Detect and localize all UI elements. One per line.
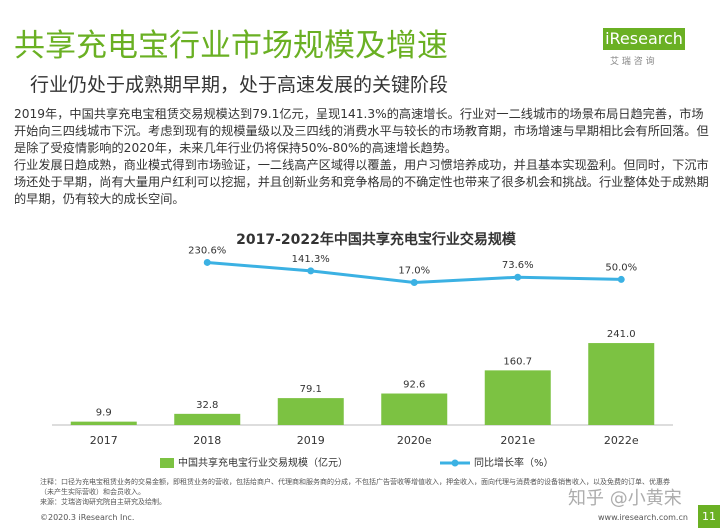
x-tick-label: 2018 [193, 434, 221, 447]
url: www.iresearch.com.cn [598, 513, 688, 522]
data-label: 9.9 [96, 408, 112, 419]
watermark: 知乎 @小黄宋 [568, 488, 682, 509]
logo-sub: 艾 瑞 咨 询 [610, 57, 655, 67]
data-label: 241.0 [607, 329, 636, 340]
paragraph: 2019年，中国共享充电宝租赁交易规模达到79.1亿元，呈现141.3%的高速增… [14, 107, 709, 155]
data-label: 50.0% [605, 262, 637, 273]
data-label: 17.0% [398, 266, 430, 277]
data-label: 230.6% [188, 245, 226, 256]
x-tick-label: 2022e [604, 434, 639, 447]
data-label: 79.1 [300, 384, 322, 395]
point [514, 273, 522, 281]
point [410, 279, 418, 287]
x-tick-label: 2021e [500, 434, 535, 447]
title: 共享充电宝行业市场规模及增速 [14, 28, 448, 64]
data-label: 73.6% [502, 260, 534, 271]
notes: 注释：口径为充电宝租赁业务的交易金额，即租赁业务的营收，包括给商户、代理商和服务… [40, 477, 680, 507]
point [203, 258, 211, 266]
note: 来源：艾瑞咨询研究院自主研究及绘制。 [40, 498, 166, 506]
legend-swatch [451, 459, 459, 467]
data-label: 141.3% [292, 254, 330, 265]
legend-swatch [160, 458, 174, 468]
x-tick-label: 2019 [297, 434, 325, 447]
legend-label: 同比增长率（%） [474, 456, 554, 469]
point [617, 275, 625, 283]
data-label: 92.6 [403, 380, 425, 391]
bar [588, 343, 655, 425]
bar [381, 393, 448, 425]
x-tick-label: 2017 [90, 434, 118, 447]
subtitle: 行业仍处于成熟期早期，处于高速发展的关键阶段 [30, 74, 449, 96]
bar [70, 421, 137, 425]
logo: iResearch [603, 28, 685, 50]
chart-title: 2017-2022年中国共享充电宝行业交易规模 [236, 231, 517, 248]
point [307, 267, 315, 275]
copyright: ©2020.3 iResearch Inc. [40, 513, 135, 522]
data-label: 160.7 [503, 356, 532, 367]
paragraph: 行业发展日趋成熟，商业模式得到市场验证，一二线高产区域得以覆盖，用户习惯培养成功… [14, 158, 709, 206]
legend-label: 中国共享充电宝行业交易规模（亿元） [178, 456, 348, 469]
x-tick-label: 2020e [397, 434, 432, 447]
page-number: 11 [698, 505, 720, 528]
note: 注释：口径为充电宝租赁业务的交易金额，即租赁业务的营收，包括给商户、代理商和服务… [40, 478, 670, 496]
bar [277, 398, 344, 425]
bar [174, 413, 241, 425]
data-label: 32.8 [196, 400, 218, 411]
body: 2019年，中国共享充电宝租赁交易规模达到79.1亿元，呈现141.3%的高速增… [14, 106, 710, 208]
bar [484, 370, 551, 425]
